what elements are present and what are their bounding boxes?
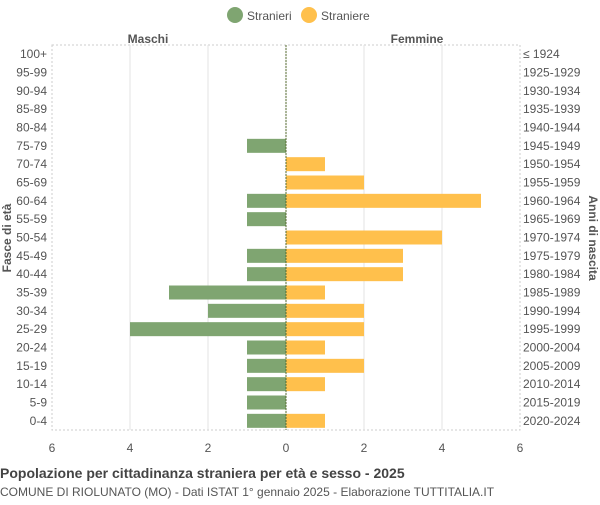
birth-year-label: 1975-1979 [523, 249, 581, 263]
x-tick-label: 6 [49, 441, 56, 455]
age-label: 45-49 [16, 249, 47, 263]
birth-year-label: 1950-1954 [523, 157, 581, 171]
birth-year-label: 2015-2019 [523, 396, 581, 410]
age-label: 30-34 [16, 304, 47, 318]
birth-year-label: 1980-1984 [523, 267, 581, 281]
age-label: 70-74 [16, 157, 47, 171]
birth-year-label: 1945-1949 [523, 139, 581, 153]
birth-year-label: 1955-1959 [523, 176, 581, 190]
y-axis-label-left: Fasce di età [0, 203, 14, 272]
legend-label-straniere: Straniere [321, 9, 370, 23]
bar-female-40-44 [286, 267, 403, 282]
chart-title: Popolazione per cittadinanza straniera p… [0, 465, 405, 481]
birth-year-label: 1970-1974 [523, 231, 581, 245]
birth-year-label: 1935-1939 [523, 102, 581, 116]
chart-subtitle: COMUNE DI RIOLUNATO (MO) - Dati ISTAT 1°… [0, 485, 495, 499]
bar-female-0-4 [286, 413, 325, 428]
birth-year-label: 2000-2004 [523, 341, 581, 355]
birth-year-label: 1985-1989 [523, 286, 581, 300]
legend-swatch-straniere [301, 7, 317, 23]
age-label: 35-39 [16, 286, 47, 300]
bar-male-10-14 [247, 377, 286, 392]
age-label: 25-29 [16, 322, 47, 336]
bar-male-75-79 [247, 138, 286, 153]
bar-female-20-24 [286, 340, 325, 355]
legend-swatch-stranieri [227, 7, 243, 23]
bar-male-60-64 [247, 193, 286, 208]
bar-female-25-29 [286, 322, 364, 337]
birth-year-label: ≤ 1924 [523, 47, 560, 61]
bar-male-35-39 [169, 285, 286, 300]
x-tick-label: 0 [283, 441, 290, 455]
birth-year-label: 2005-2009 [523, 359, 581, 373]
bar-male-40-44 [247, 267, 286, 282]
age-label: 55-59 [16, 212, 47, 226]
bar-female-30-34 [286, 303, 364, 318]
bar-male-15-19 [247, 358, 286, 373]
age-label: 80-84 [16, 121, 47, 135]
birth-year-label: 1965-1969 [523, 212, 581, 226]
left-header: Maschi [128, 32, 169, 46]
age-label: 40-44 [16, 267, 47, 281]
bar-male-30-34 [208, 303, 286, 318]
age-label: 20-24 [16, 341, 47, 355]
bar-female-15-19 [286, 358, 364, 373]
birth-year-label: 1925-1929 [523, 66, 581, 80]
x-tick-label: 2 [361, 441, 368, 455]
y-axis-label-right: Anni di nascita [586, 195, 600, 281]
x-tick-label: 4 [439, 441, 446, 455]
birth-year-label: 1995-1999 [523, 322, 581, 336]
right-header: Femmine [391, 32, 444, 46]
bar-male-25-29 [130, 322, 286, 337]
age-label: 10-14 [16, 377, 47, 391]
bar-female-60-64 [286, 193, 481, 208]
bar-female-45-49 [286, 248, 403, 263]
age-label: 85-89 [16, 102, 47, 116]
x-tick-label: 6 [517, 441, 524, 455]
bar-male-5-9 [247, 395, 286, 410]
age-label: 100+ [20, 47, 47, 61]
birth-year-label: 1940-1944 [523, 121, 581, 135]
bar-female-50-54 [286, 230, 442, 245]
bar-female-65-69 [286, 175, 364, 190]
bar-female-70-74 [286, 157, 325, 172]
age-label: 5-9 [30, 396, 48, 410]
age-label: 60-64 [16, 194, 47, 208]
age-label: 0-4 [30, 414, 48, 428]
bar-female-10-14 [286, 377, 325, 392]
bar-male-55-59 [247, 212, 286, 227]
age-label: 90-94 [16, 84, 47, 98]
birth-year-label: 1930-1934 [523, 84, 581, 98]
age-label: 95-99 [16, 66, 47, 80]
bar-male-45-49 [247, 248, 286, 263]
birth-year-label: 1960-1964 [523, 194, 581, 208]
bar-male-20-24 [247, 340, 286, 355]
birth-year-label: 2010-2014 [523, 377, 581, 391]
age-label: 15-19 [16, 359, 47, 373]
x-tick-label: 4 [127, 441, 134, 455]
legend-label-stranieri: Stranieri [247, 9, 292, 23]
age-label: 65-69 [16, 176, 47, 190]
age-label: 50-54 [16, 231, 47, 245]
age-label: 75-79 [16, 139, 47, 153]
bar-male-0-4 [247, 413, 286, 428]
birth-year-label: 2020-2024 [523, 414, 581, 428]
birth-year-label: 1990-1994 [523, 304, 581, 318]
bar-female-35-39 [286, 285, 325, 300]
x-tick-label: 2 [205, 441, 212, 455]
